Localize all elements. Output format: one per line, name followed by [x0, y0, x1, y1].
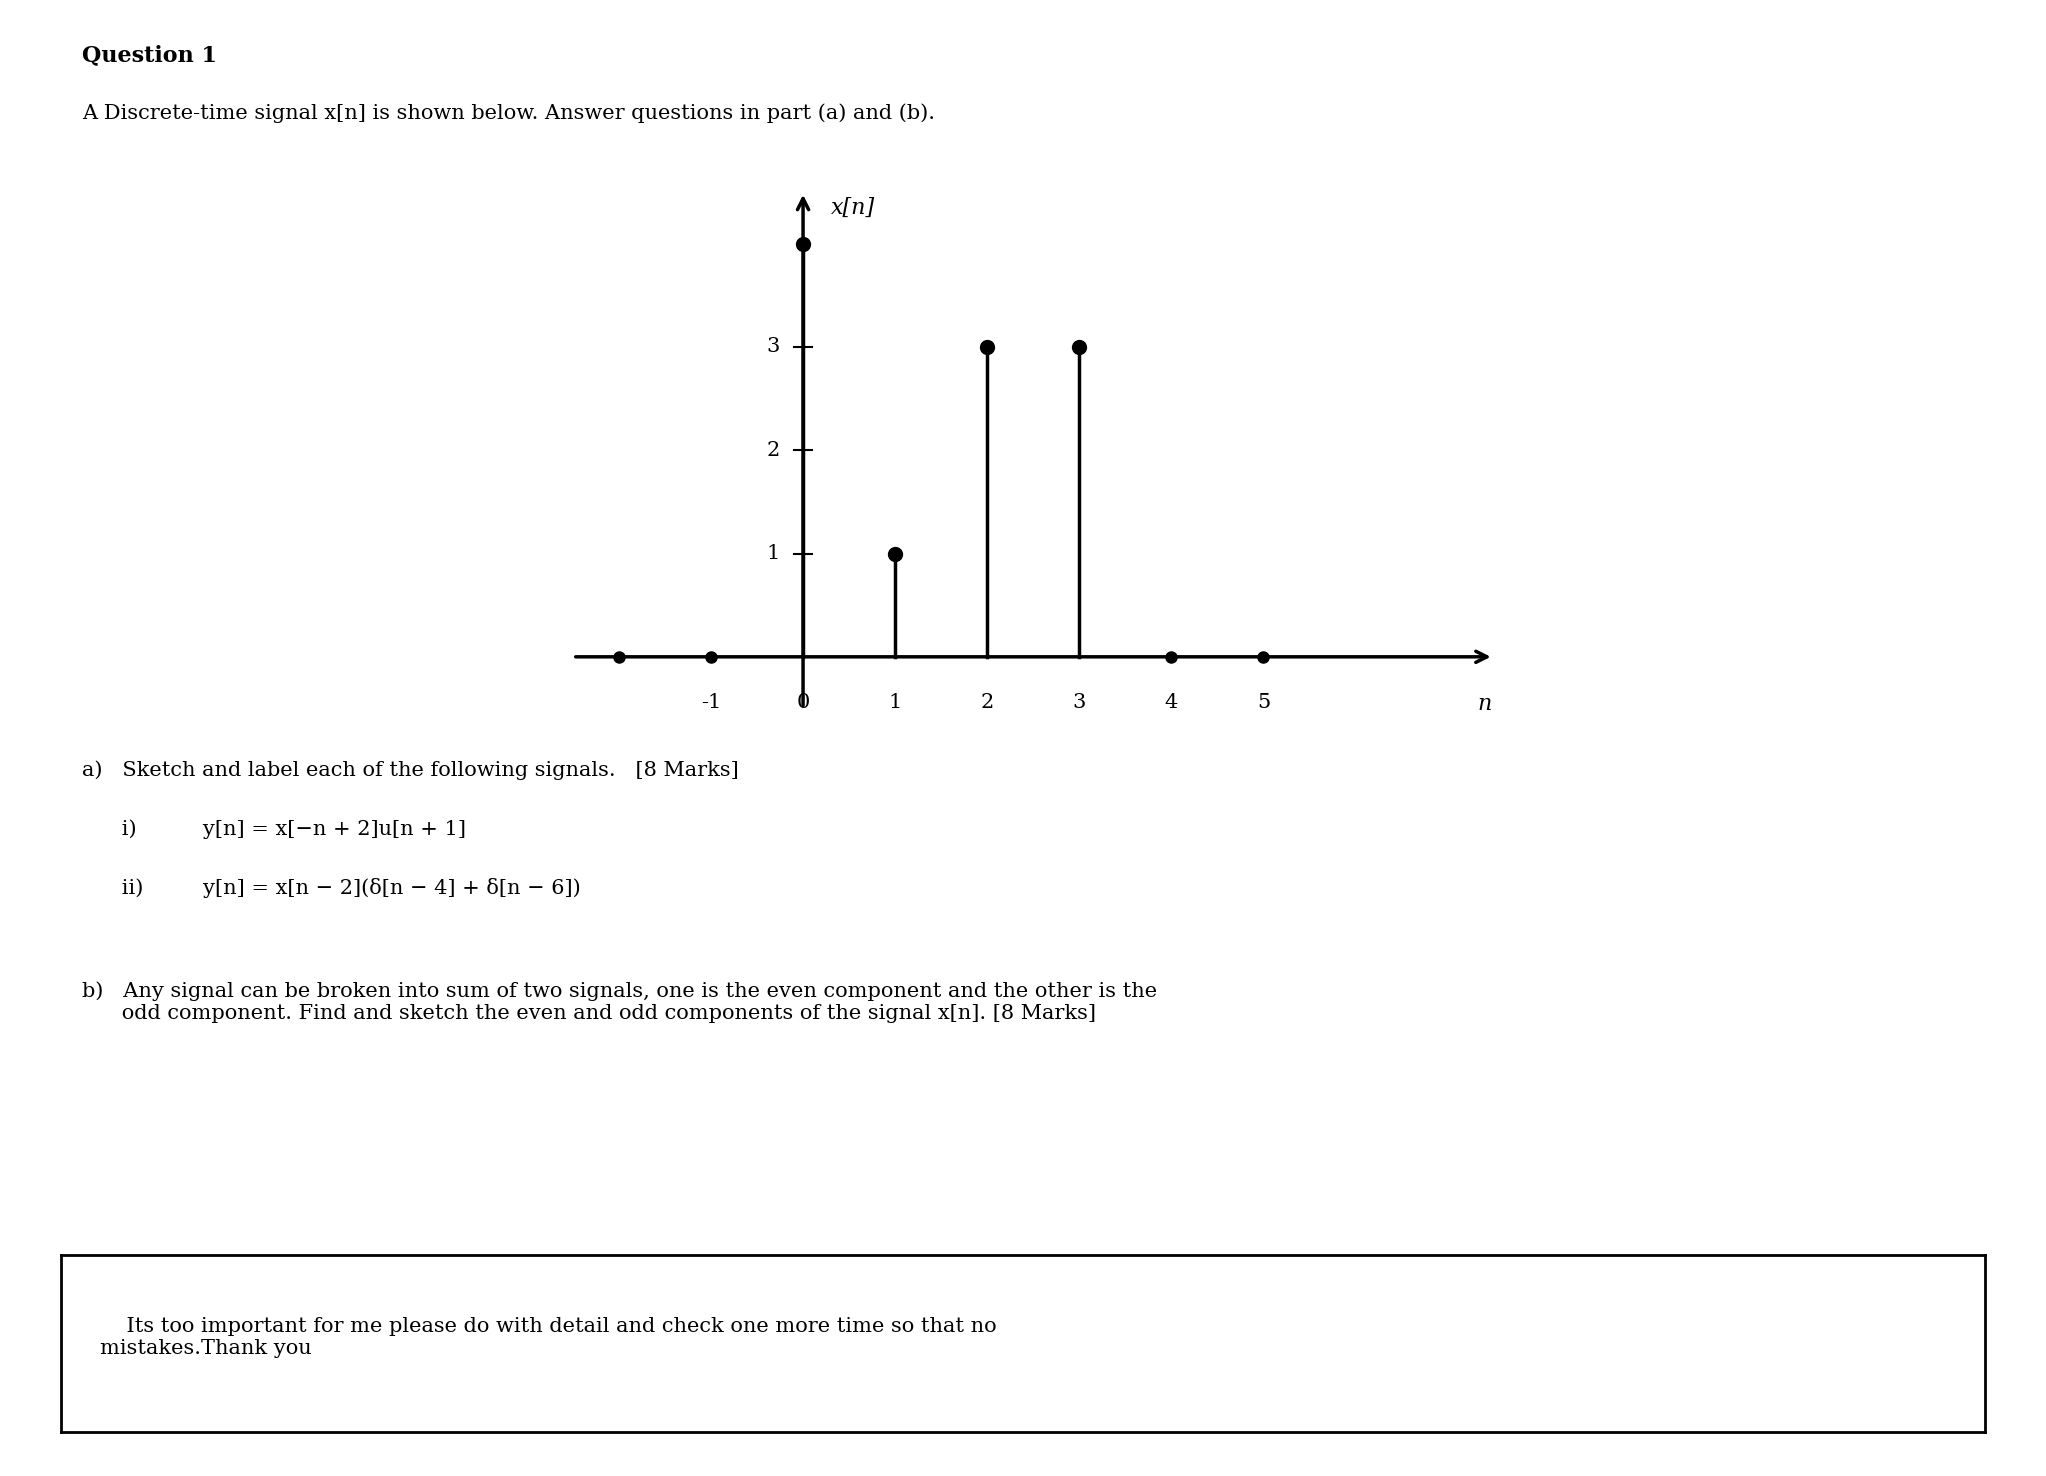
Text: -1: -1	[702, 694, 720, 711]
Text: Its too important for me please do with detail and check one more time so that n: Its too important for me please do with …	[100, 1317, 996, 1358]
Text: 3: 3	[1072, 694, 1086, 711]
Text: 1: 1	[767, 545, 780, 562]
Text: 3: 3	[767, 338, 780, 356]
Text: x[n]: x[n]	[831, 198, 876, 218]
Text: ii)         y[n] = x[n − 2](δ[n − 4] + δ[n − 6]): ii) y[n] = x[n − 2](δ[n − 4] + δ[n − 6])	[82, 878, 581, 899]
Text: 1: 1	[888, 694, 902, 711]
Text: A Discrete-time signal x[n] is shown below. Answer questions in part (a) and (b): A Discrete-time signal x[n] is shown bel…	[82, 103, 935, 123]
Text: Question 1: Question 1	[82, 44, 217, 66]
Text: 0: 0	[796, 694, 810, 711]
Text: n: n	[1477, 694, 1492, 714]
Text: 2: 2	[980, 694, 994, 711]
Text: 5: 5	[1256, 694, 1271, 711]
Text: 2: 2	[767, 441, 780, 459]
Text: a)   Sketch and label each of the following signals.   [8 Marks]: a) Sketch and label each of the followin…	[82, 760, 739, 779]
Text: b)   Any signal can be broken into sum of two signals, one is the even component: b) Any signal can be broken into sum of …	[82, 982, 1156, 1023]
Text: 4: 4	[1164, 694, 1178, 711]
Text: i)          y[n] = x[−n + 2]u[n + 1]: i) y[n] = x[−n + 2]u[n + 1]	[82, 819, 466, 838]
